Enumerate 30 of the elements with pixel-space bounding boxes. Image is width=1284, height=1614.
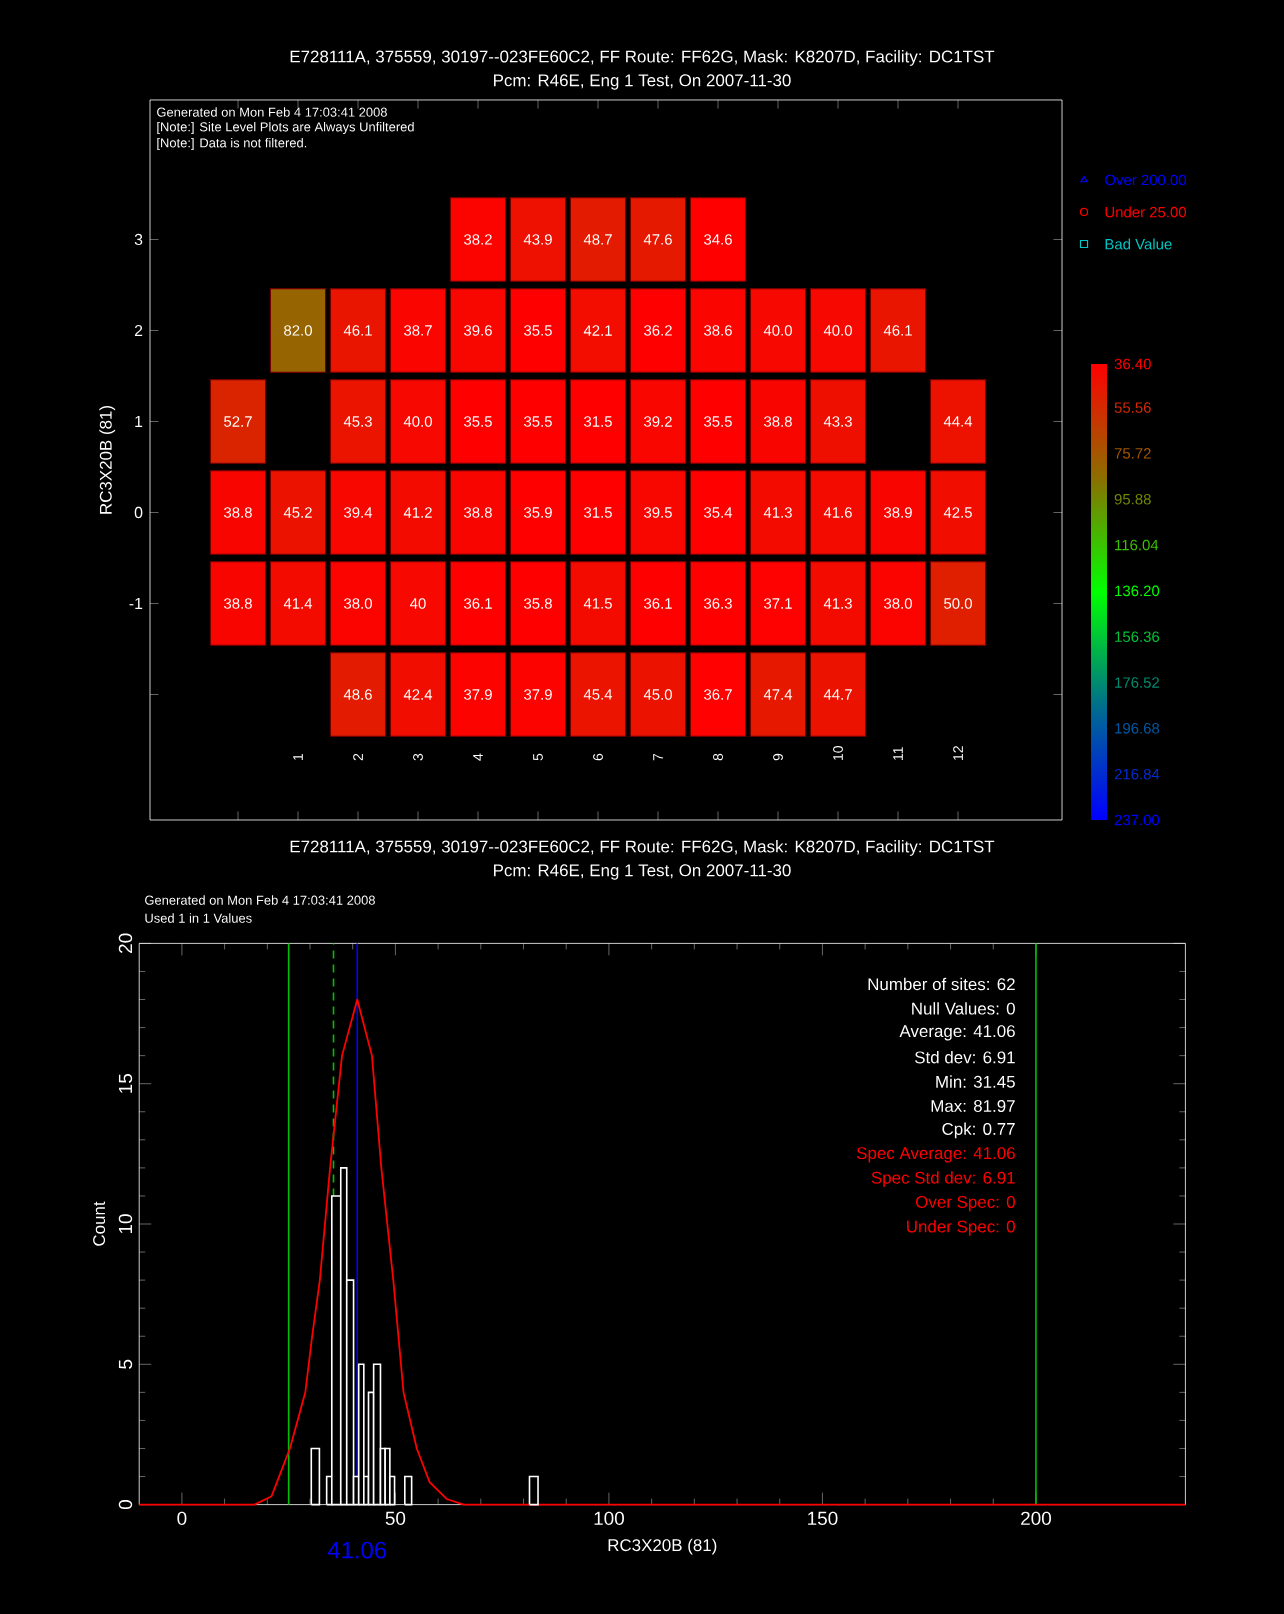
y-tick-label: 0 [118, 1500, 133, 1510]
annotation: Spec Std dev: 6.91 [871, 1171, 1015, 1188]
annotation: Std dev: 6.91 [915, 1050, 1015, 1064]
annotation: Spec Average: 41.06 [856, 1147, 1015, 1163]
chart-subtitle: Pcm: R46E, Eng 1 Test, On 2007-11-30 [494, 74, 791, 90]
y-tick-label: 10 [118, 1214, 133, 1234]
x-tick-label: 0 [177, 1511, 187, 1526]
annotation: Number of sites: 62 [868, 977, 1015, 991]
annotation: Under Spec: 0 [907, 1220, 1015, 1236]
y-axis-title: RC3X20B (81) [99, 405, 116, 514]
annotation: Average: 41.06 [899, 1025, 1015, 1041]
ref-line-label: 41.06 [327, 1541, 387, 1559]
annotation: Min: 31.45 [936, 1075, 1015, 1088]
x-tick-label: 200 [1021, 1511, 1051, 1526]
y-axis-title: Count [93, 1201, 106, 1246]
chart-subtitle: Pcm: R46E, Eng 1 Test, On 2007-11-30 [494, 864, 791, 880]
line-series [138, 998, 1187, 1506]
x-tick-label: 100 [594, 1511, 624, 1526]
x-tick-label: 50 [385, 1511, 406, 1526]
annotation: Max: 81.97 [931, 1100, 1015, 1112]
x-axis-title: RC3X20B (81) [608, 1538, 717, 1555]
chart-title: E728111A, 375559, 30197--023FE60C2, FF Route: FF62G, Mask: K8207D, Facility: DC1TST [290, 840, 995, 856]
annotation: Null Values: 0 [912, 1002, 1015, 1015]
y-tick-label: 5 [118, 1359, 133, 1369]
annotation: Over Spec: 0 [916, 1195, 1015, 1212]
annotation: Cpk: 0.77 [942, 1122, 1015, 1139]
chart-title: E728111A, 375559, 30197--023FE60C2, FF Route: FF62G, Mask: K8207D, Facility: DC1TST [290, 50, 995, 66]
x-tick-label: 150 [808, 1511, 838, 1526]
y-tick-label: 20 [118, 933, 133, 953]
y-tick-label: 15 [118, 1073, 133, 1093]
